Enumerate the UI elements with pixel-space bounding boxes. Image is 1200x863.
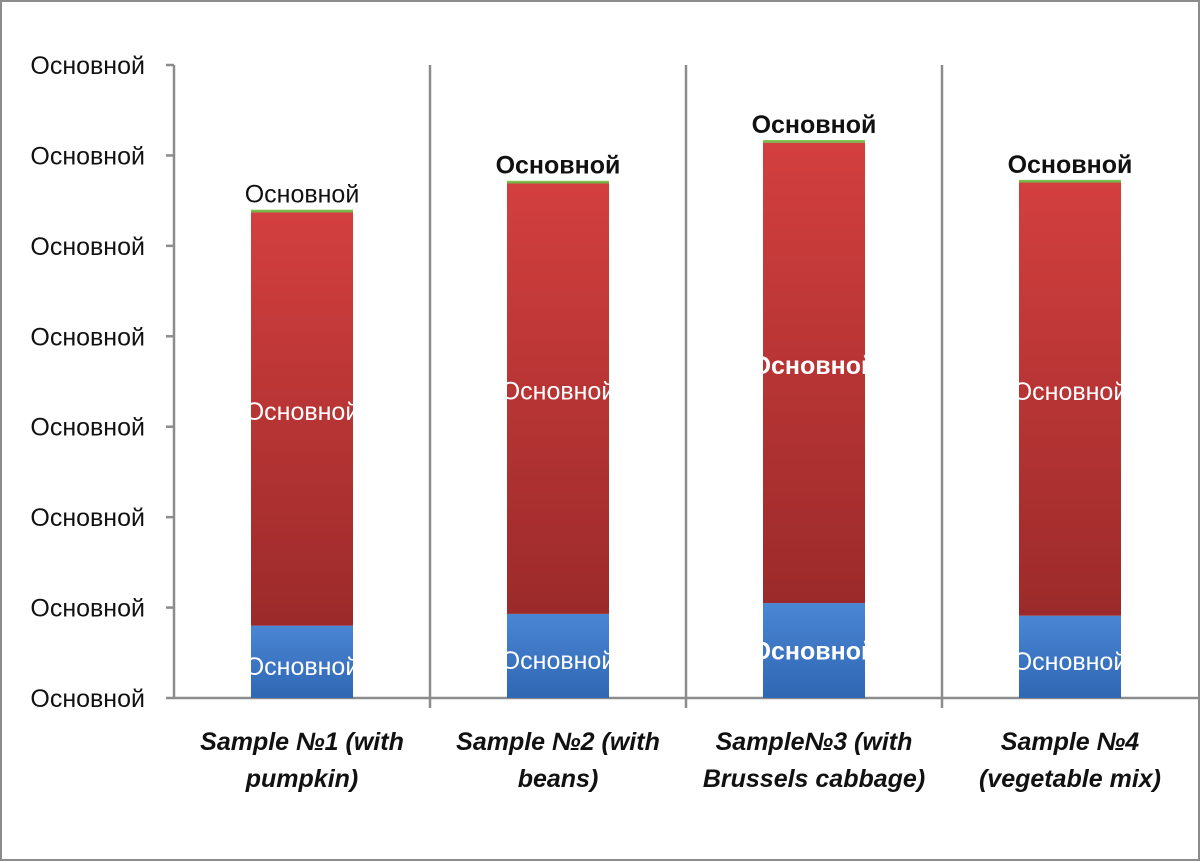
x-category-label: Brussels cabbage) xyxy=(703,765,925,793)
bar-segment xyxy=(507,183,609,614)
data-label: Основной xyxy=(245,653,360,681)
data-label: Основной xyxy=(496,152,621,180)
x-category-label: (vegetable mix) xyxy=(979,765,1161,793)
data-label: Основной xyxy=(752,111,877,139)
bar-segment xyxy=(251,212,353,626)
data-label: Основной xyxy=(1013,378,1128,406)
bar-segment xyxy=(763,142,865,604)
data-label: Основной xyxy=(752,352,877,380)
x-category-label: beans) xyxy=(518,765,599,793)
y-tick-label: Основной xyxy=(30,414,145,442)
y-tick-label: Основной xyxy=(30,323,145,351)
bar-segment xyxy=(251,209,353,213)
chart-bars xyxy=(251,140,1121,698)
data-label: Основной xyxy=(1008,151,1133,179)
bar-segment xyxy=(507,613,609,698)
bar-segment xyxy=(763,603,865,698)
x-category-label: Sample №4 xyxy=(1001,728,1140,756)
y-tick-label: Основной xyxy=(30,595,145,623)
y-tick-label: Основной xyxy=(30,142,145,170)
y-tick-label: Основной xyxy=(30,685,145,713)
bar-segment xyxy=(1019,182,1121,616)
bar-segment xyxy=(1019,615,1121,698)
data-label: Основной xyxy=(501,647,616,675)
bar-segment xyxy=(1019,179,1121,183)
data-label: Основной xyxy=(245,398,360,426)
bar-segment xyxy=(763,140,865,143)
y-tick-label: Основной xyxy=(30,52,145,80)
y-tick-label: Основной xyxy=(30,233,145,261)
x-category-label: pumpkin) xyxy=(245,765,359,793)
bar-segment xyxy=(507,180,609,184)
chart-labels: Основной Основной Основной Основной Основной… xyxy=(30,52,1161,793)
x-category-label: Sample №1 (with xyxy=(200,728,404,756)
y-tick-label: Основной xyxy=(30,504,145,532)
bar-segment xyxy=(251,625,353,698)
data-label: Основной xyxy=(245,181,360,209)
x-category-label: Sample№3 (with xyxy=(716,728,913,756)
data-label: Основной xyxy=(752,638,877,666)
x-category-label: Sample №2 (with xyxy=(456,728,660,756)
data-label: Основной xyxy=(1013,648,1128,676)
data-label: Основной xyxy=(501,378,616,406)
